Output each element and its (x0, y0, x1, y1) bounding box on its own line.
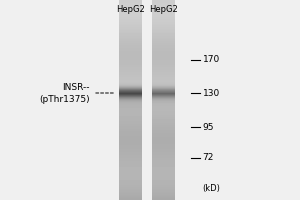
Text: HepG2: HepG2 (149, 4, 178, 14)
Text: HepG2: HepG2 (116, 4, 145, 14)
Text: 130: 130 (202, 88, 220, 98)
Text: (kD): (kD) (202, 184, 220, 194)
Text: 72: 72 (202, 154, 214, 162)
Text: 95: 95 (202, 122, 214, 132)
Text: 170: 170 (202, 55, 220, 64)
Text: INSR--: INSR-- (62, 83, 90, 92)
Text: (pThr1375): (pThr1375) (39, 95, 90, 104)
